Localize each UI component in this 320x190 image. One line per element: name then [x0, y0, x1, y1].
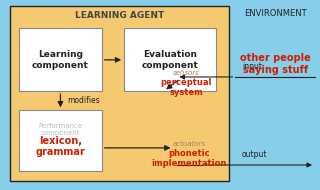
- Text: perceptual
system: perceptual system: [160, 78, 212, 97]
- Text: input: input: [242, 62, 262, 71]
- Bar: [10, 6, 229, 180]
- Text: modifies: modifies: [67, 96, 100, 105]
- Text: Evaluation
component: Evaluation component: [142, 50, 199, 70]
- Bar: [19, 110, 102, 171]
- Text: other people
saying stuff: other people saying stuff: [240, 53, 310, 75]
- Text: actuators: actuators: [173, 141, 206, 147]
- Text: lexicon,
grammar: lexicon, grammar: [36, 135, 85, 157]
- Text: phonetic
implementation: phonetic implementation: [152, 149, 227, 168]
- Text: Performance
component: Performance component: [38, 123, 83, 136]
- Text: output: output: [242, 150, 267, 159]
- Bar: [124, 28, 216, 91]
- Text: ENVIRONMENT: ENVIRONMENT: [244, 10, 307, 18]
- Text: LEARNING AGENT: LEARNING AGENT: [75, 11, 164, 20]
- Text: Learning
component: Learning component: [32, 50, 89, 70]
- Bar: [19, 28, 102, 91]
- Text: sensors: sensors: [173, 70, 199, 76]
